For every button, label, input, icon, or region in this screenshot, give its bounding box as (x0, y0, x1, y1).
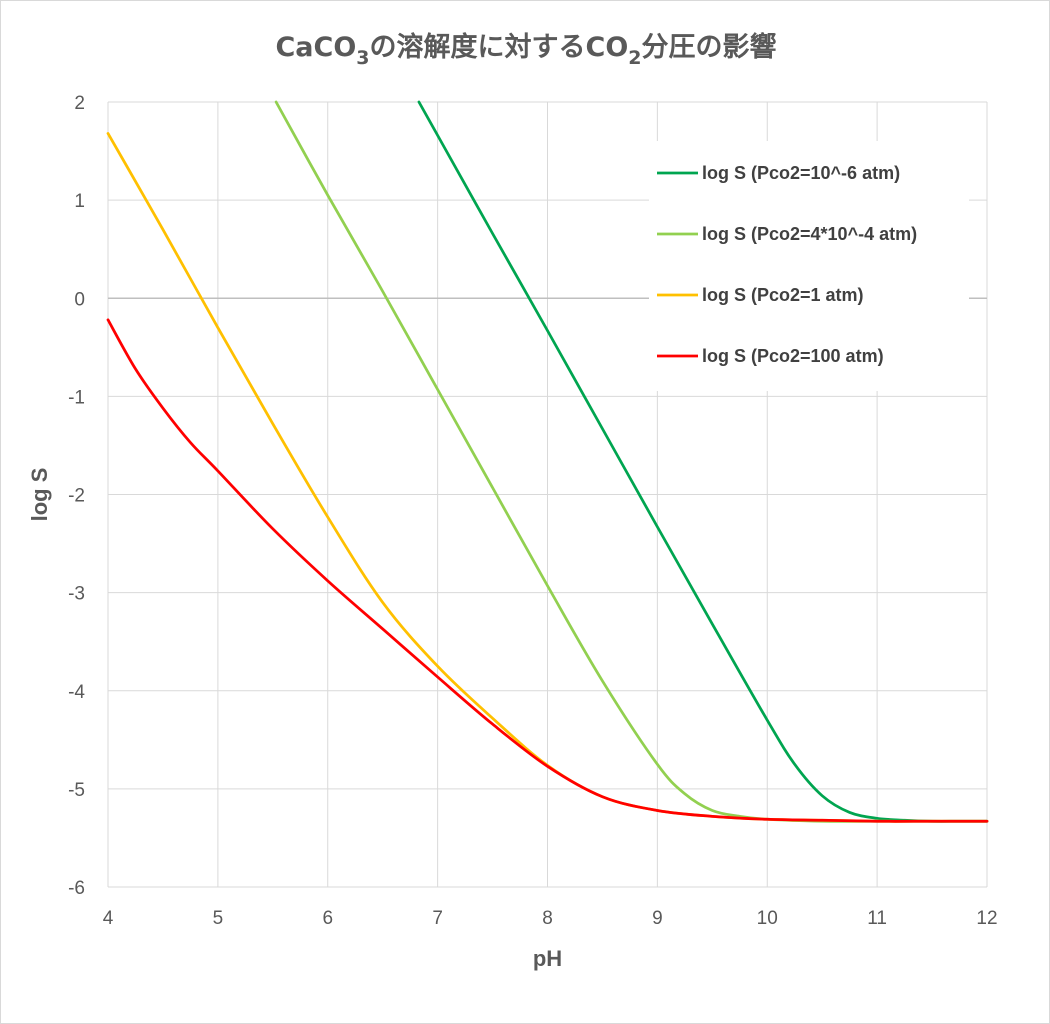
x-tick-label: 12 (976, 908, 997, 929)
legend-label: log S (Pco2=10^-6 atm) (702, 163, 900, 183)
chart-title-part1: CaCO (275, 32, 356, 63)
chart-title-part3: 分圧の影響 (642, 31, 777, 63)
legend-label: log S (Pco2=100 atm) (702, 346, 884, 366)
x-tick-label: 9 (652, 908, 663, 929)
x-tick-label: 6 (322, 908, 333, 929)
y-tick-label: -6 (68, 878, 85, 899)
x-tick-label: 11 (867, 908, 887, 929)
x-axis-title: pH (533, 946, 562, 971)
x-tick-label: 8 (542, 908, 553, 929)
y-tick-label: -2 (68, 486, 85, 507)
chart-title-sub2: 2 (628, 47, 641, 69)
x-tick-label: 10 (757, 908, 778, 929)
chart-title: CaCO3の溶解度に対するCO2分圧の影響 (275, 31, 776, 69)
y-tick-label: -1 (68, 387, 85, 408)
y-tick-label: 2 (74, 93, 85, 114)
chart-title-sub1: 3 (356, 47, 369, 69)
series-line-4 (106, 318, 989, 823)
x-tick-label: 7 (432, 908, 443, 929)
y-tick-label: -4 (68, 682, 85, 703)
y-tick-label: -5 (68, 780, 85, 801)
legend-box (649, 141, 969, 391)
y-tick-label: 1 (74, 191, 85, 212)
y-axis-title: log S (27, 468, 52, 522)
y-tick-label: 0 (74, 289, 85, 310)
y-tick-label: -3 (68, 584, 85, 605)
legend-label: log S (Pco2=1 atm) (702, 285, 864, 305)
x-tick-label: 4 (103, 908, 114, 929)
chart-title-part2: の溶解度に対するCO (370, 31, 629, 63)
legend-label: log S (Pco2=4*10^-4 atm) (702, 224, 917, 244)
x-tick-label: 5 (213, 908, 224, 929)
